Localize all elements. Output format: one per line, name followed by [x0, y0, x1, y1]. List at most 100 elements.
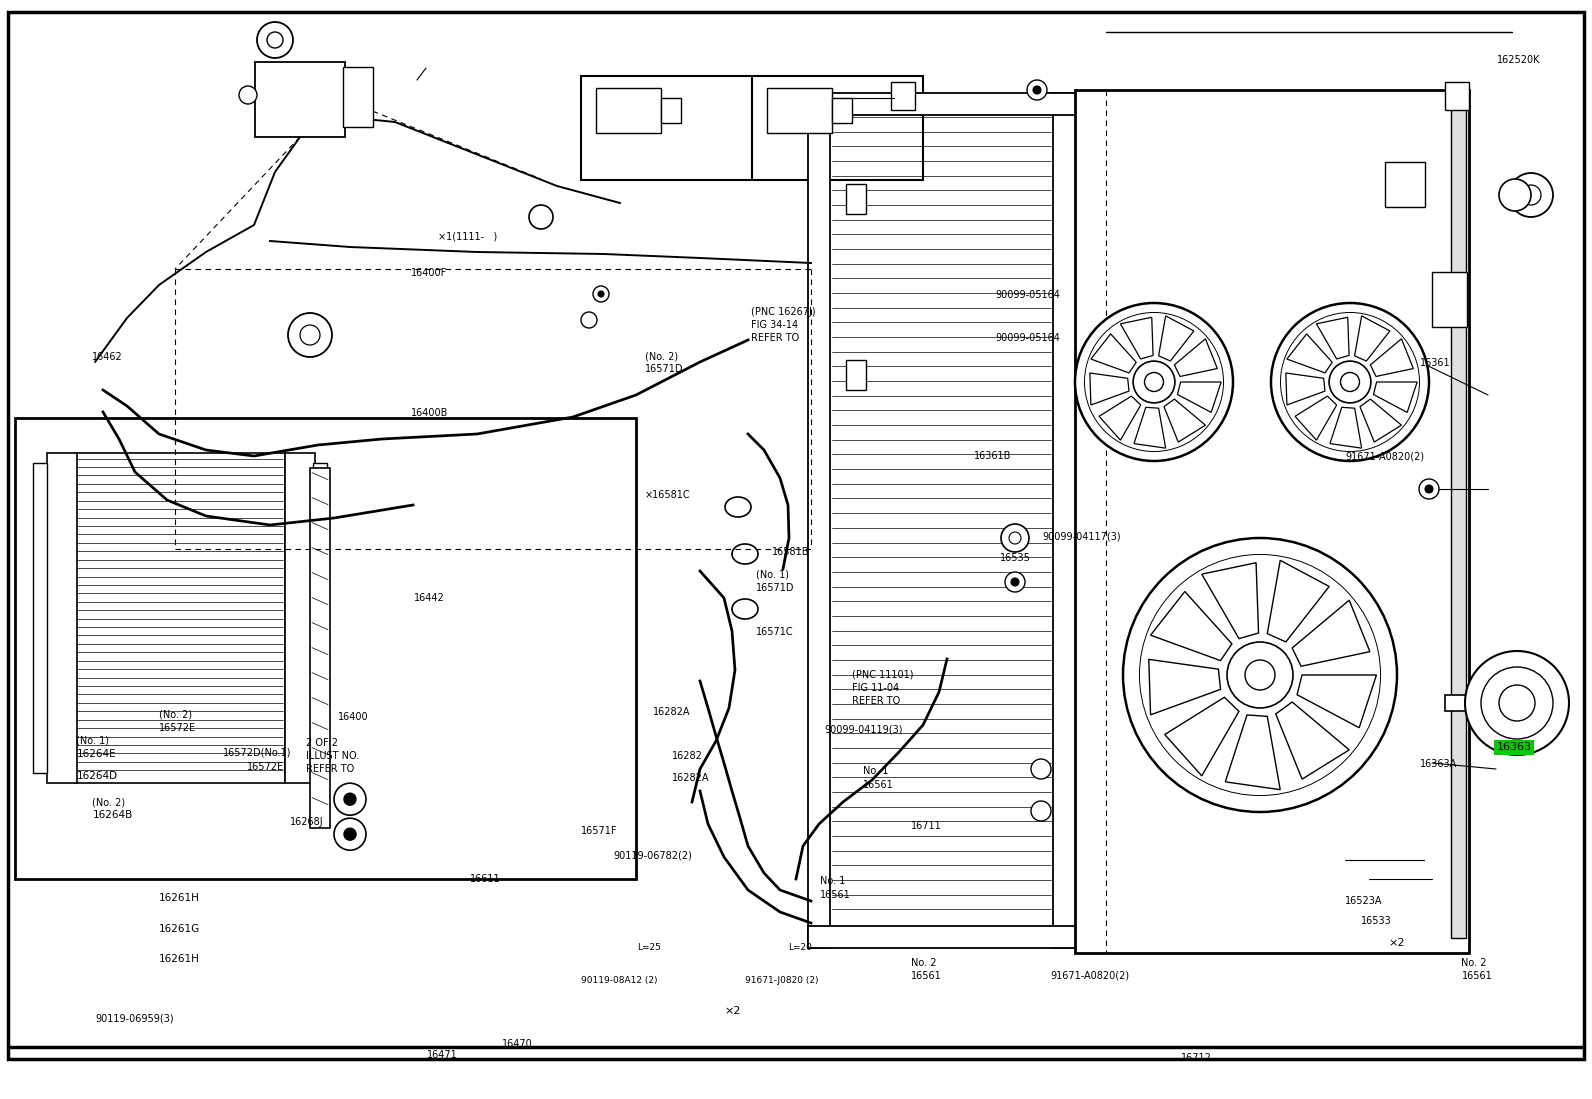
Bar	[581, 76, 923, 180]
Text: 16261H: 16261H	[159, 892, 201, 903]
Bar	[595, 88, 661, 133]
Circle shape	[1270, 303, 1430, 460]
Text: FIG 34-14: FIG 34-14	[751, 320, 799, 331]
Text: 16571F: 16571F	[581, 825, 618, 836]
Circle shape	[1032, 801, 1051, 821]
Text: REFER TO: REFER TO	[751, 333, 799, 344]
Text: 16264D: 16264D	[76, 770, 118, 781]
Text: 16361: 16361	[1420, 357, 1450, 368]
Bar	[75, 453, 285, 782]
Circle shape	[599, 291, 603, 297]
Bar	[310, 467, 330, 828]
Text: No. 1: No. 1	[820, 876, 845, 887]
Text: (No. 2): (No. 2)	[645, 351, 678, 362]
Circle shape	[334, 818, 366, 851]
Text: 16581B: 16581B	[772, 546, 810, 557]
Text: 91671-A0820(2): 91671-A0820(2)	[1051, 970, 1130, 981]
Text: 90099-04117(3): 90099-04117(3)	[1043, 531, 1121, 542]
Text: (PNC 16267J): (PNC 16267J)	[751, 307, 817, 318]
Circle shape	[1481, 667, 1554, 739]
Text: (No. 1): (No. 1)	[756, 569, 790, 580]
Bar	[833, 98, 852, 123]
Text: 90119-06782(2): 90119-06782(2)	[613, 850, 693, 861]
Text: 16400B: 16400B	[411, 408, 447, 419]
Bar	[1075, 90, 1469, 953]
Text: L=25: L=25	[637, 943, 661, 952]
Text: ×16581C: ×16581C	[645, 489, 691, 500]
Bar	[255, 62, 345, 137]
Text: 16261H: 16261H	[159, 954, 201, 965]
Circle shape	[1122, 539, 1398, 812]
Text: 16533: 16533	[1361, 915, 1391, 926]
Bar	[1450, 106, 1466, 939]
Bar	[33, 463, 48, 773]
Circle shape	[1329, 362, 1371, 403]
Circle shape	[1280, 312, 1420, 452]
Text: 16361B: 16361B	[974, 451, 1011, 462]
Text: 90099-04119(3): 90099-04119(3)	[825, 724, 903, 735]
Text: (No. 2): (No. 2)	[92, 797, 126, 808]
Bar	[845, 184, 866, 214]
Text: 16561: 16561	[863, 779, 893, 790]
Circle shape	[1134, 362, 1175, 403]
Bar	[809, 93, 1075, 115]
Text: (No. 2): (No. 2)	[159, 709, 193, 720]
Bar	[14, 418, 635, 879]
Circle shape	[1011, 578, 1019, 586]
Text: 16572E: 16572E	[159, 722, 196, 733]
Circle shape	[1005, 571, 1025, 592]
Text: 16400F: 16400F	[411, 267, 447, 278]
Text: ILLUST NO.: ILLUST NO.	[306, 751, 358, 762]
Circle shape	[1009, 532, 1020, 544]
Circle shape	[267, 32, 283, 48]
Text: 16363: 16363	[1496, 742, 1532, 753]
Circle shape	[1500, 179, 1532, 211]
Text: 16561: 16561	[911, 970, 941, 981]
Bar	[285, 453, 315, 782]
Circle shape	[1140, 554, 1380, 796]
Bar	[845, 360, 866, 390]
Circle shape	[581, 312, 597, 328]
Text: 90119-06959(3): 90119-06959(3)	[96, 1013, 174, 1024]
Text: 16561: 16561	[1461, 970, 1492, 981]
Bar	[48, 453, 76, 782]
Text: 16442: 16442	[414, 592, 444, 603]
Text: 16282A: 16282A	[672, 773, 710, 784]
Text: (PNC 11101): (PNC 11101)	[852, 669, 914, 680]
Text: 90099-05164: 90099-05164	[995, 333, 1060, 344]
Text: 16535: 16535	[1000, 553, 1030, 564]
Circle shape	[1001, 524, 1028, 552]
Text: 16611: 16611	[470, 874, 500, 885]
Text: 16261G: 16261G	[159, 923, 201, 934]
Circle shape	[334, 784, 366, 815]
Circle shape	[299, 325, 320, 345]
Text: 16400: 16400	[338, 711, 368, 722]
Text: 16561: 16561	[820, 889, 850, 900]
Circle shape	[1033, 86, 1041, 95]
Circle shape	[1145, 373, 1164, 391]
Bar	[767, 88, 833, 133]
Bar	[809, 93, 829, 948]
Text: 91671-J0820 (2): 91671-J0820 (2)	[745, 976, 818, 985]
Text: 16282A: 16282A	[653, 707, 691, 718]
Text: 16471: 16471	[427, 1050, 457, 1061]
Text: 16282: 16282	[672, 751, 702, 762]
Bar	[1385, 162, 1425, 207]
Text: 16268J: 16268J	[290, 817, 323, 828]
Bar	[1431, 271, 1466, 328]
Text: ×2: ×2	[1388, 937, 1404, 948]
Text: 91671-A0820(2): 91671-A0820(2)	[1345, 451, 1425, 462]
Text: ×1(1111-   ): ×1(1111- )	[438, 231, 497, 242]
Bar	[809, 926, 1075, 948]
Circle shape	[1500, 685, 1535, 721]
Text: 16264B: 16264B	[92, 810, 132, 821]
Circle shape	[1465, 651, 1570, 755]
Text: REFER TO: REFER TO	[852, 696, 899, 707]
Circle shape	[1084, 312, 1224, 452]
Text: 16264E: 16264E	[76, 748, 116, 759]
Text: 16711: 16711	[911, 821, 941, 832]
Text: 16470: 16470	[501, 1039, 532, 1050]
Bar	[314, 463, 326, 773]
Circle shape	[1227, 642, 1293, 708]
Text: 16523A: 16523A	[1345, 896, 1383, 907]
